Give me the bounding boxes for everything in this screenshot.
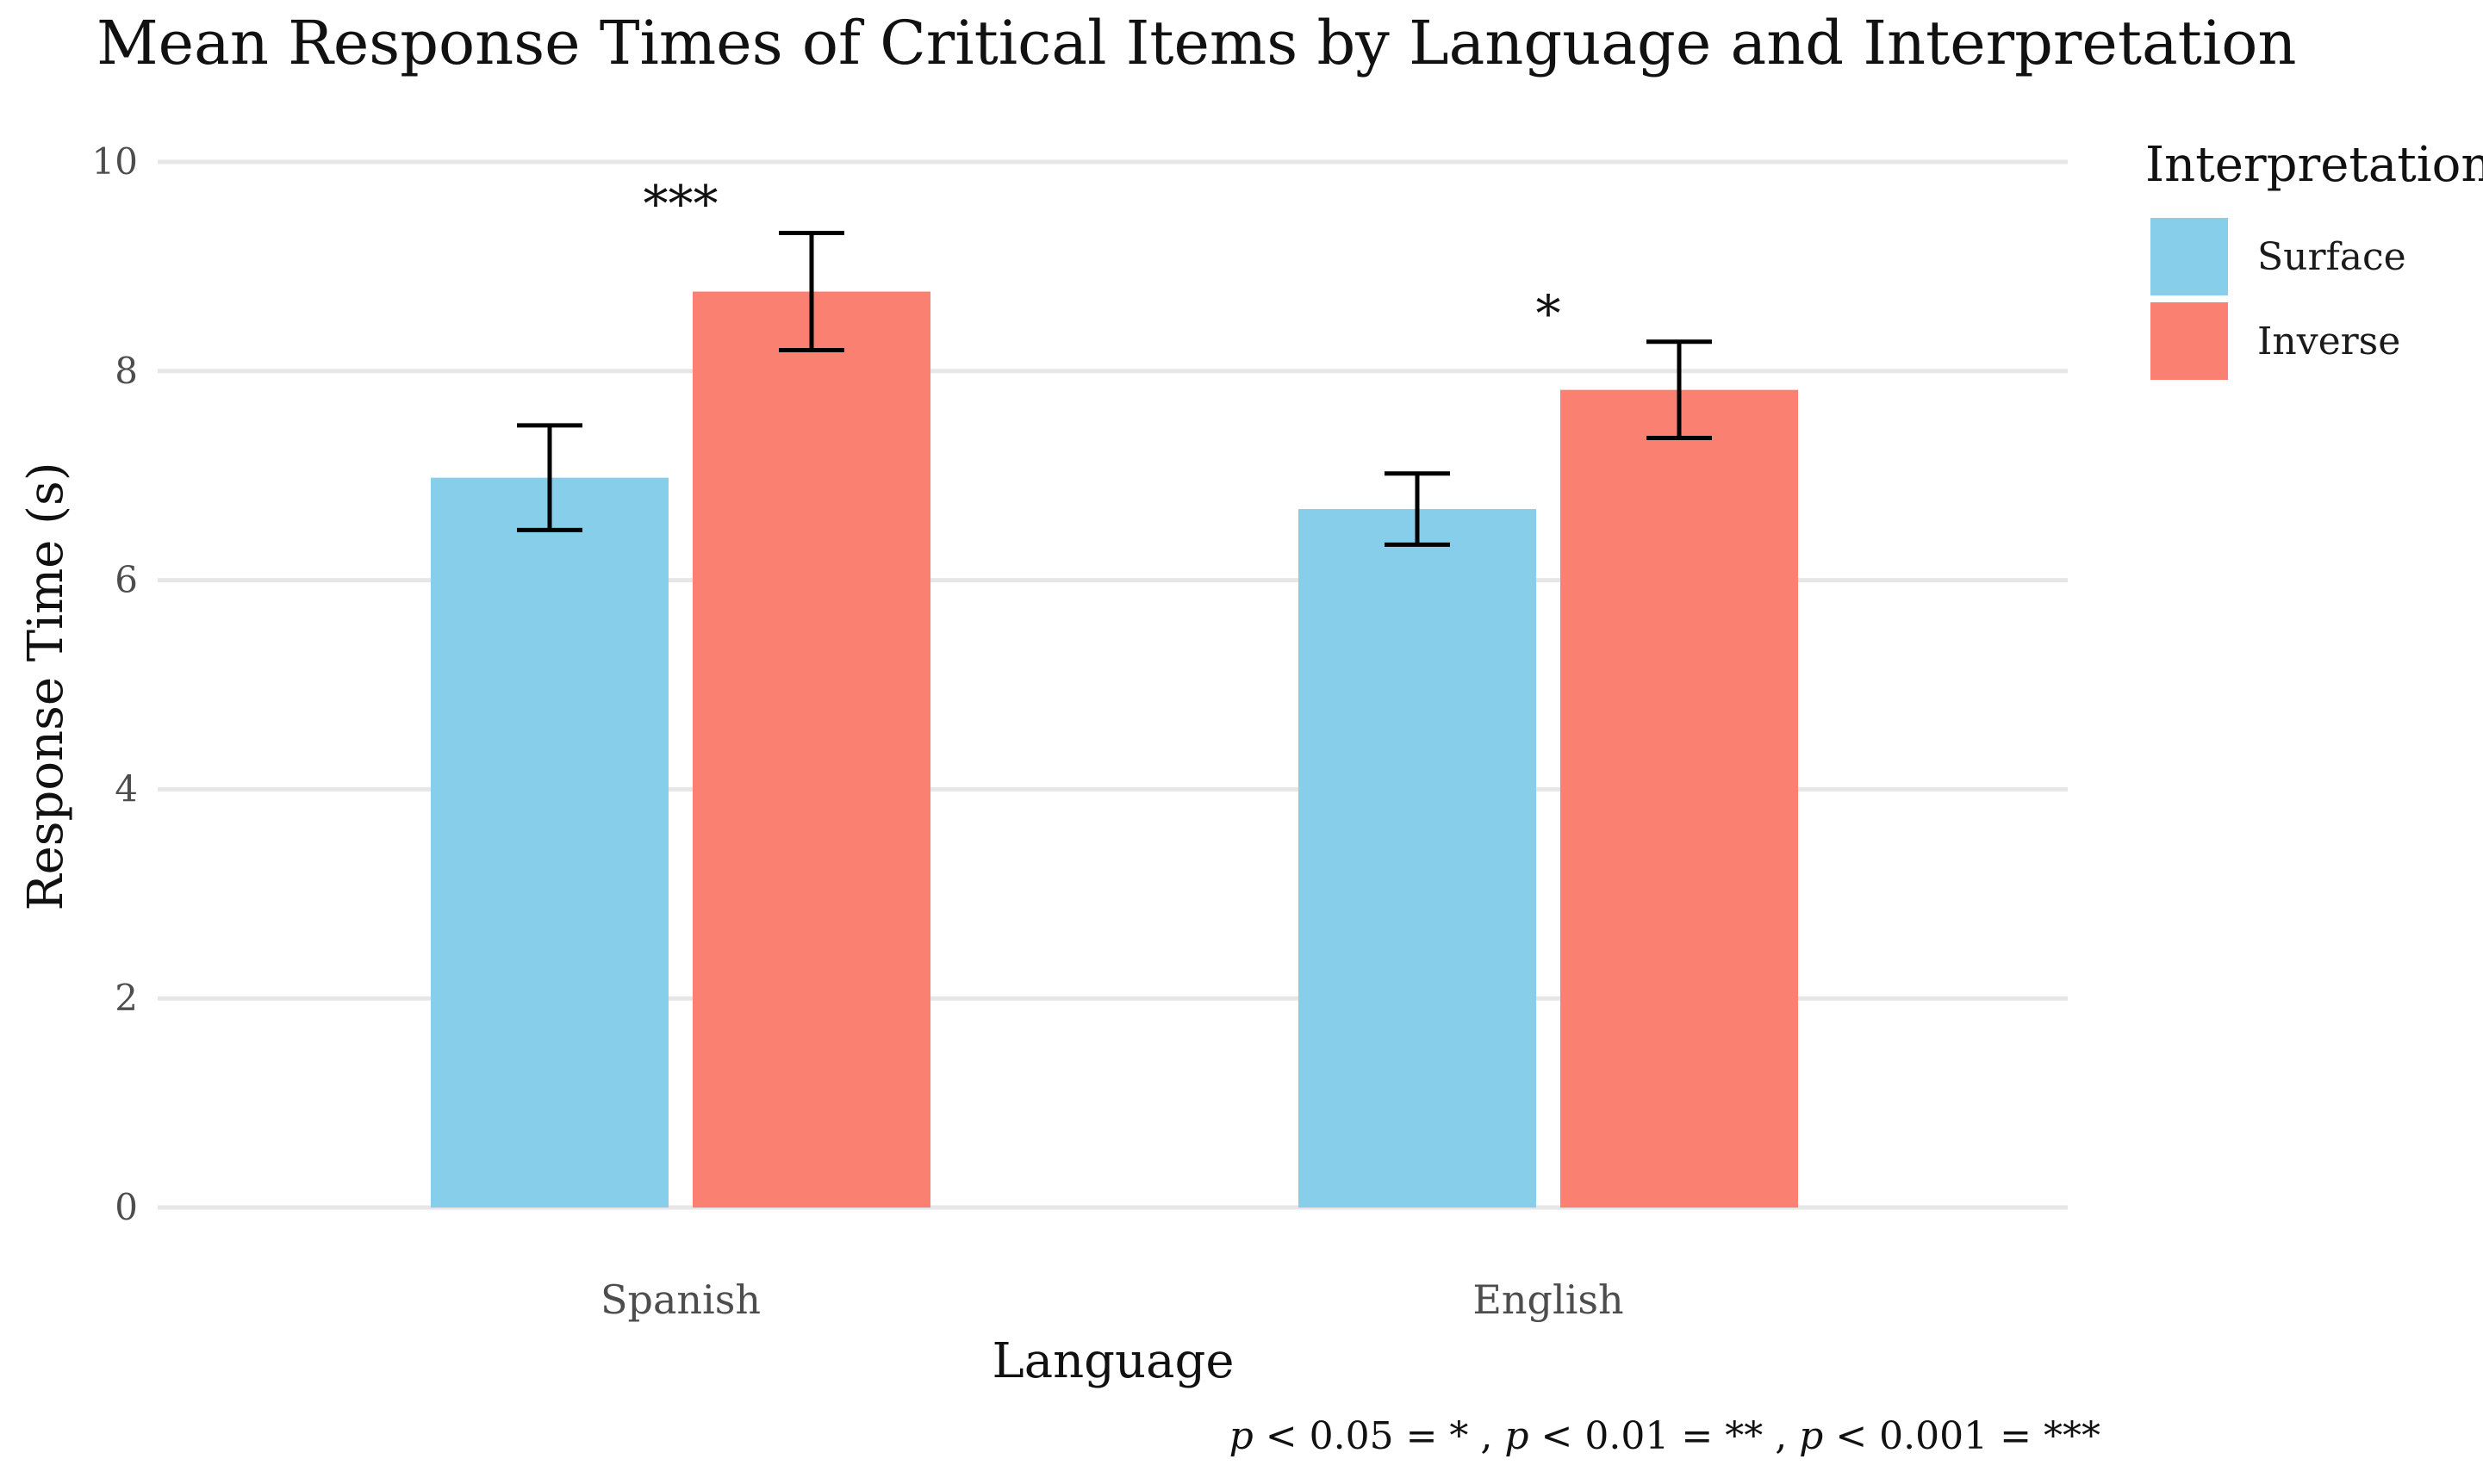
bars bbox=[431, 291, 1798, 1208]
significance-marker-english: * bbox=[1536, 284, 1561, 343]
y-tick-label: 0 bbox=[115, 1186, 138, 1228]
legend-swatch-inverse bbox=[2150, 302, 2228, 380]
legend-label-surface: Surface bbox=[2257, 235, 2406, 279]
x-axis-categories: Spanish English bbox=[601, 1276, 1624, 1323]
legend-title: Interpretation bbox=[2145, 137, 2483, 193]
legend: Interpretation Surface Inverse bbox=[2145, 137, 2483, 380]
error-bars bbox=[517, 231, 1712, 547]
footnote-p-2: p bbox=[1504, 1414, 1528, 1458]
legend-swatch-surface bbox=[2150, 218, 2228, 295]
x-tick-label-spanish: Spanish bbox=[601, 1276, 761, 1323]
error-bar-english-surface bbox=[1385, 471, 1450, 547]
y-axis-ticks: 0 2 4 6 8 10 bbox=[92, 140, 138, 1228]
significance-footnote: p < 0.05 = * , p < 0.01 = ** , p < 0.001… bbox=[1229, 1414, 2100, 1458]
x-tick-label-english: English bbox=[1472, 1276, 1623, 1323]
footnote-p-1: p bbox=[1229, 1414, 1254, 1458]
y-tick-label: 2 bbox=[115, 977, 138, 1019]
footnote-p-3: p bbox=[1799, 1414, 1823, 1458]
legend-item-inverse: Inverse bbox=[2150, 302, 2400, 380]
footnote-threshold-2: < 0.01 = ** , bbox=[1529, 1414, 1800, 1458]
y-tick-label: 4 bbox=[115, 767, 138, 810]
legend-item-surface: Surface bbox=[2150, 218, 2406, 295]
footnote-threshold-1: < 0.05 = * , bbox=[1254, 1414, 1505, 1458]
bar-english-surface bbox=[1298, 509, 1536, 1208]
x-axis-title: Language bbox=[993, 1333, 1235, 1389]
bar-english-inverse bbox=[1560, 389, 1798, 1208]
y-tick-label: 10 bbox=[92, 140, 138, 183]
error-bar-english-inverse bbox=[1646, 339, 1712, 440]
y-tick-label: 8 bbox=[115, 350, 138, 392]
significance-marker-spanish: *** bbox=[644, 174, 719, 233]
bar-spanish-surface bbox=[431, 477, 669, 1208]
y-tick-label: 6 bbox=[115, 559, 138, 601]
chart-title: Mean Response Times of Critical Items by… bbox=[96, 8, 2296, 78]
footnote-threshold-3: < 0.001 = *** bbox=[1823, 1414, 2100, 1458]
legend-items: Surface Inverse bbox=[2150, 218, 2406, 380]
bar-spanish-inverse bbox=[693, 291, 930, 1208]
error-bar-spanish-surface bbox=[517, 423, 582, 532]
y-axis-title: Response Time (s) bbox=[18, 462, 74, 910]
legend-label-inverse: Inverse bbox=[2257, 320, 2400, 363]
significance-markers: **** bbox=[644, 174, 1561, 342]
error-bar-spanish-inverse bbox=[779, 231, 844, 353]
